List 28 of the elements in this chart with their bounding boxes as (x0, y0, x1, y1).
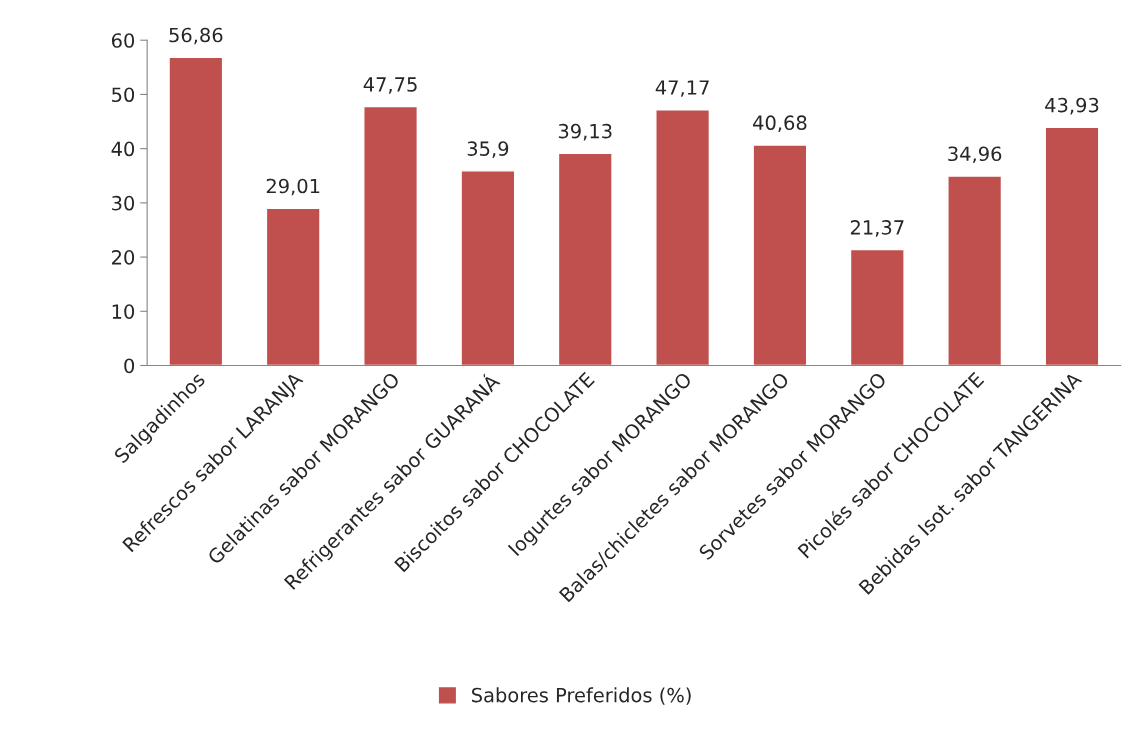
bar (655, 109, 711, 366)
bar (460, 170, 516, 366)
data-label: 43,93 (1045, 97, 1099, 115)
data-label: 29,01 (266, 178, 320, 196)
data-label: 34,96 (948, 146, 1002, 164)
bar (363, 105, 419, 366)
y-tick-label: 60 (111, 33, 135, 48)
y-tick-label: 50 (112, 87, 135, 103)
data-label: 39,13 (558, 123, 612, 141)
data-label: 47,17 (655, 80, 709, 97)
y-tick-label: 0 (124, 358, 135, 374)
bar (947, 175, 1003, 366)
y-tick-label: 40 (111, 141, 135, 157)
legend-label: Sabores Preferidos (%) (472, 687, 691, 705)
bar (168, 56, 224, 366)
bar (1044, 126, 1100, 366)
bar (849, 248, 905, 366)
data-label: 56,86 (169, 27, 223, 45)
y-tick-label: 20 (112, 250, 135, 265)
data-label: 35,9 (467, 141, 509, 158)
y-tick-label: 30 (112, 195, 135, 211)
bar (557, 152, 613, 366)
data-label: 21,37 (850, 220, 904, 237)
data-label: 47,75 (363, 77, 417, 94)
y-tick-label: 10 (112, 304, 135, 319)
data-label: 40,68 (753, 115, 807, 133)
bar (752, 144, 808, 366)
bar (265, 207, 321, 366)
